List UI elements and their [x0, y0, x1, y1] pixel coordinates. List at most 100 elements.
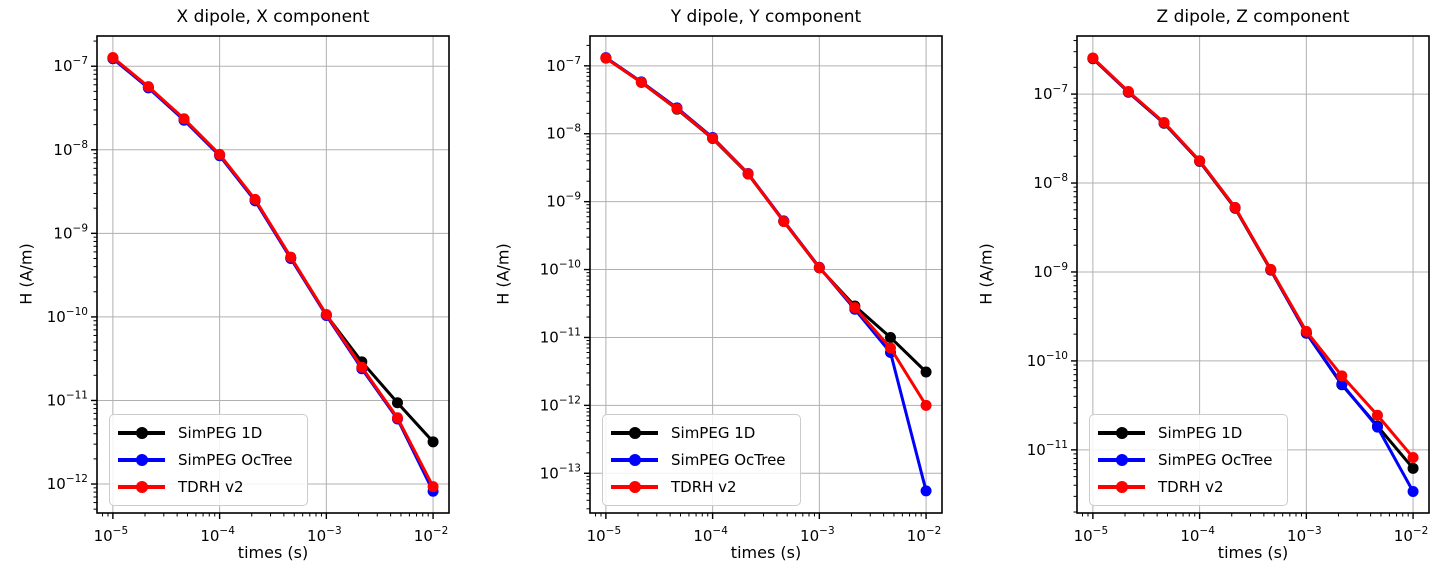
legend-line-marker-icon — [1098, 427, 1145, 439]
data-point-marker — [1158, 116, 1170, 128]
svg-text:10−7: 10−7 — [546, 55, 581, 75]
data-point-marker — [427, 436, 439, 448]
svg-text:10−4: 10−4 — [200, 525, 235, 545]
svg-text:10−2: 10−2 — [1394, 525, 1429, 545]
y-axis-label: H (A/m) — [16, 243, 36, 305]
svg-text:10−10: 10−10 — [540, 259, 581, 279]
data-point-marker — [1265, 263, 1277, 275]
data-point-marker — [107, 52, 119, 64]
svg-text:10−11: 10−11 — [47, 389, 88, 409]
data-point-marker — [707, 132, 719, 144]
svg-text:10−11: 10−11 — [1027, 439, 1068, 459]
data-point-marker — [920, 485, 932, 497]
legend-line-marker-icon — [118, 454, 165, 466]
legend-item: TDRH v2 — [118, 476, 293, 498]
legend-line-marker-icon — [118, 481, 165, 493]
legend-label: TDRH v2 — [178, 478, 244, 496]
data-point-marker — [1407, 462, 1419, 474]
data-point-marker — [920, 366, 932, 378]
legend-item: TDRH v2 — [1098, 476, 1273, 498]
subplot-0: 10−5 10−4 10−3 10−2 10−7 10−8 10−9 10−10 10−11 10… — [47, 35, 450, 545]
legend: SimPEG 1D SimPEG OcTree TDRH v2 — [1089, 414, 1288, 506]
svg-text:10−5: 10−5 — [1074, 525, 1109, 545]
legend-line-marker-icon — [1098, 481, 1145, 493]
svg-text:10−5: 10−5 — [94, 525, 129, 545]
svg-text:10−2: 10−2 — [414, 525, 449, 545]
legend-item: SimPEG OcTree — [611, 449, 786, 471]
legend-label: SimPEG 1D — [178, 424, 263, 442]
data-point-marker — [1371, 409, 1383, 421]
svg-text:10−12: 10−12 — [540, 394, 581, 414]
data-point-marker — [813, 262, 825, 274]
subplot-1: 10−5 10−4 10−3 10−2 10−7 10−8 10−9 10−10 10−11 10… — [540, 35, 943, 545]
legend: SimPEG 1D SimPEG OcTree TDRH v2 — [109, 414, 308, 506]
svg-text:10−13: 10−13 — [540, 462, 581, 482]
x-axis-label: times (s) — [730, 543, 802, 562]
data-point-marker — [214, 148, 226, 160]
series-simpeg-1d — [107, 52, 439, 448]
data-point-marker — [1194, 155, 1206, 167]
svg-text:10−9: 10−9 — [546, 191, 581, 211]
legend-item: SimPEG OcTree — [118, 449, 293, 471]
data-point-marker — [178, 113, 190, 125]
svg-text:10−4: 10−4 — [693, 525, 728, 545]
series-simpeg-1d — [600, 52, 932, 378]
data-point-marker — [920, 399, 932, 411]
data-point-marker — [320, 308, 332, 320]
legend-label: SimPEG 1D — [671, 424, 756, 442]
svg-text:10−9: 10−9 — [53, 222, 88, 242]
svg-text:10−10: 10−10 — [47, 306, 88, 326]
chart-title-z-dipole: Z dipole, Z component — [1156, 7, 1350, 27]
legend-item: SimPEG OcTree — [1098, 449, 1273, 471]
y-axis-label: H (A/m) — [493, 243, 513, 305]
data-point-marker — [142, 81, 154, 93]
data-point-marker — [884, 342, 896, 354]
data-point-marker — [671, 103, 683, 115]
svg-text:10−5: 10−5 — [587, 525, 622, 545]
legend-label: SimPEG OcTree — [178, 451, 293, 469]
data-point-marker — [356, 361, 368, 373]
legend-label: SimPEG OcTree — [1158, 451, 1273, 469]
data-point-marker — [391, 412, 403, 424]
data-point-marker — [1122, 85, 1134, 97]
svg-text:10−4: 10−4 — [1180, 525, 1215, 545]
svg-text:10−7: 10−7 — [1033, 83, 1068, 103]
svg-text:10−8: 10−8 — [1033, 172, 1068, 192]
data-point-marker — [1300, 325, 1312, 337]
data-point-marker — [884, 331, 896, 343]
data-point-marker — [249, 193, 261, 205]
gridlines — [97, 36, 449, 513]
svg-text:10−3: 10−3 — [1287, 525, 1322, 545]
legend: SimPEG 1D SimPEG OcTree TDRH v2 — [602, 414, 801, 506]
series-tdrh-v2 — [107, 52, 439, 493]
data-point-marker — [427, 481, 439, 493]
series-tdrh-v2 — [600, 52, 932, 411]
svg-text:10−8: 10−8 — [53, 139, 88, 159]
legend-label: TDRH v2 — [671, 478, 737, 496]
data-point-marker — [600, 52, 612, 64]
data-point-marker — [1336, 378, 1348, 390]
legend-line-marker-icon — [1098, 454, 1145, 466]
legend-line-marker-icon — [118, 427, 165, 439]
data-point-marker — [391, 397, 403, 409]
legend-label: TDRH v2 — [1158, 478, 1224, 496]
legend-line-marker-icon — [611, 454, 658, 466]
legend-label: SimPEG OcTree — [671, 451, 786, 469]
data-point-marker — [1407, 452, 1419, 464]
data-point-marker — [1087, 52, 1099, 64]
subplot-2: 10−5 10−4 10−3 10−2 10−7 10−8 10−9 10−10 10−11 — [1027, 35, 1430, 545]
svg-text:10−12: 10−12 — [47, 473, 88, 493]
svg-text:10−3: 10−3 — [800, 525, 835, 545]
y-axis-label: H (A/m) — [976, 243, 996, 305]
axes-spines — [589, 35, 943, 514]
data-point-marker — [1407, 486, 1419, 498]
svg-text:10−2: 10−2 — [907, 525, 942, 545]
legend-item: SimPEG 1D — [1098, 422, 1273, 444]
axes-spines — [96, 35, 450, 514]
svg-text:10−3: 10−3 — [307, 525, 342, 545]
legend-line-marker-icon — [611, 427, 658, 439]
svg-text:10−10: 10−10 — [1027, 350, 1068, 370]
svg-text:10−11: 10−11 — [540, 326, 581, 346]
